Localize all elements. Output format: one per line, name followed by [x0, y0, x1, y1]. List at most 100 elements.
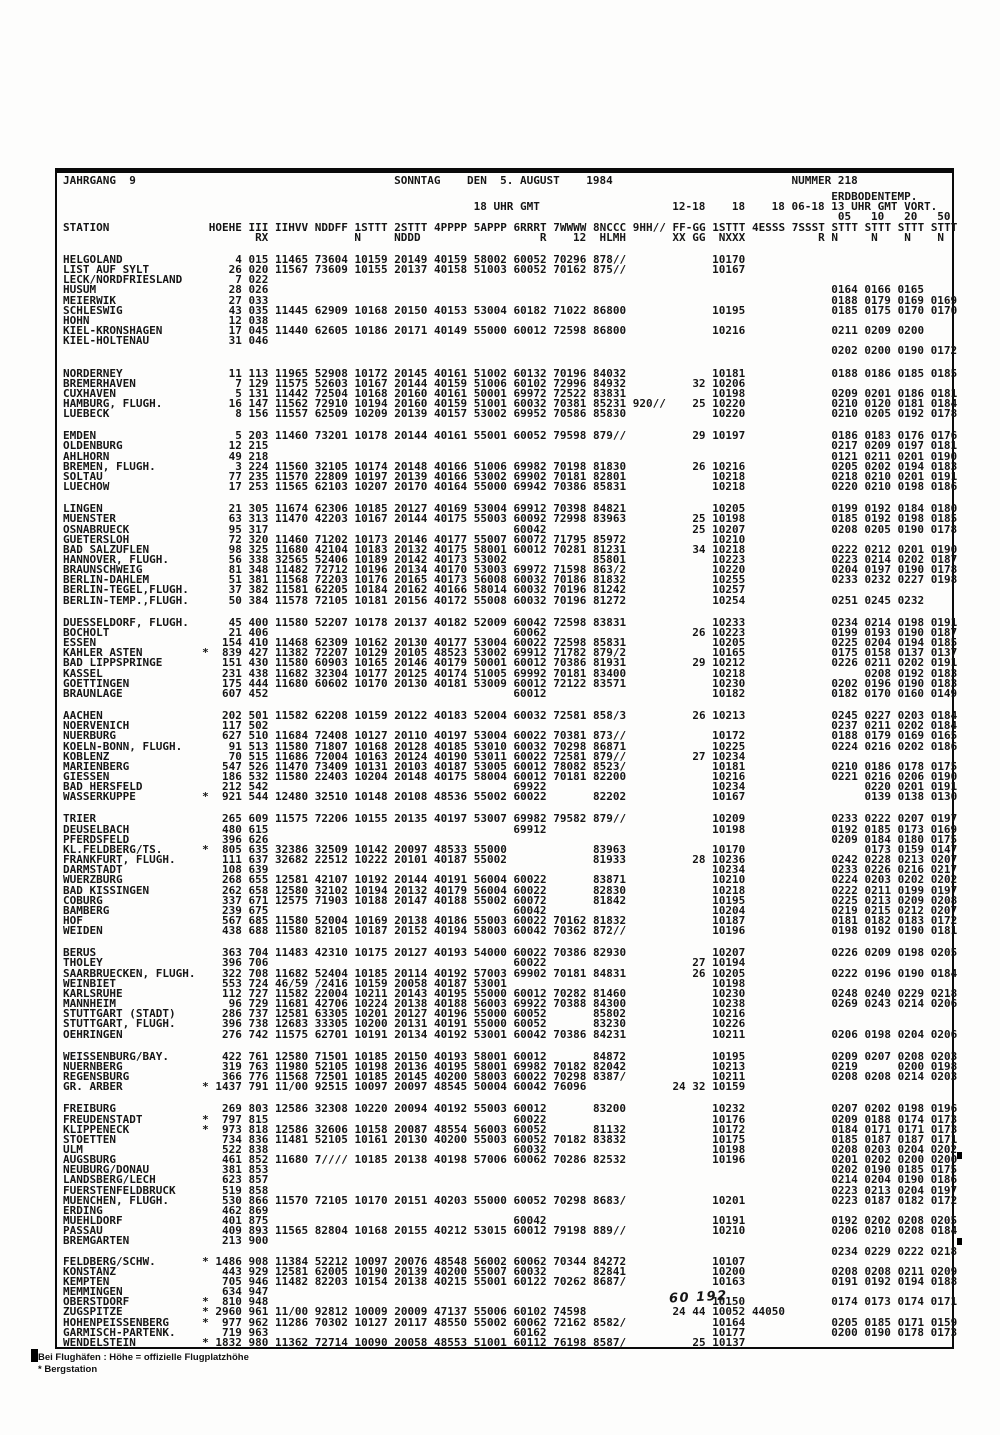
soil-temp-05: 0208 — [831, 1070, 858, 1084]
sttt-nxxx-value: 10176 — [712, 1112, 746, 1126]
group-iihvv: 11565 — [274, 480, 309, 494]
sttt-nxxx-value: 10216 — [712, 459, 746, 473]
group-4pppp: 40153 — [433, 303, 468, 317]
group-4pppp: 47137 — [433, 1305, 468, 1319]
group-6rrrt: 69992 — [513, 666, 547, 680]
group-iihvv: 12580 — [274, 1049, 309, 1063]
sttt-nxxx-value: 10225 — [712, 739, 746, 753]
soil-temp-20: 0187 — [897, 1132, 925, 1146]
group-5appp: 58001 — [473, 1049, 507, 1063]
group-nddff: 82203 — [314, 1275, 348, 1288]
soil-temp-10: 0211 — [864, 719, 891, 733]
soil-temp-10: 0158 — [864, 646, 892, 660]
group-nddff: 73409 — [314, 759, 348, 773]
group-8nccc: 82200 — [592, 769, 627, 783]
station-name: WEINBIET — [63, 976, 116, 990]
station-row: MEIERWIK 27 033 0188 0179 0169 0169 — [63, 295, 957, 306]
group-5appp: 55000 — [473, 1017, 507, 1031]
group-2sttt: 20148 — [394, 459, 428, 473]
station-row: AACHEN 202 501 11582 62208 10159 20122 4… — [63, 709, 957, 723]
station-name: NUERNBERG — [63, 1059, 123, 1073]
soil-temp-50: 0178 — [930, 522, 958, 536]
station-name: KL.FELDBERG/TS. — [63, 842, 163, 856]
sttt-nxxx-value: 10172 — [712, 729, 746, 743]
group-6rrrt: 60062 — [513, 1315, 547, 1329]
group-7wwww: 70296 — [553, 252, 587, 266]
group-7wwww: 70398 — [553, 502, 587, 516]
soil-temp-20: 0192 — [897, 407, 925, 421]
soil-temp-50: 0191 — [930, 780, 958, 794]
group-6rrrt: 60012 — [513, 1102, 547, 1116]
group-4pppp: 40175 — [433, 769, 468, 783]
group-2sttt: 20105 — [394, 646, 428, 660]
group-1sttt: 10192 — [354, 873, 388, 887]
station-row: GARMISCH-PARTENK. 719 963 60162 10177 02… — [63, 1327, 957, 1338]
soil-temp-10: 0203 — [864, 873, 892, 887]
group-iihvv: 11681 — [274, 997, 309, 1011]
station-name: BAMBERG — [63, 903, 110, 917]
group-5appp: 53010 — [473, 739, 507, 753]
group-nddff: 72501 — [314, 1070, 348, 1084]
station-number: 542 — [248, 780, 269, 794]
group-iihvv: 11575 — [274, 376, 309, 390]
soil-temp-05: 0185 — [831, 1132, 858, 1146]
soil-temp-10: 0184 — [864, 832, 891, 846]
column-label: 05 — [837, 210, 852, 224]
group-nddff: 52406 — [314, 553, 348, 566]
station-number: 893 — [248, 1224, 269, 1238]
hoehe-value: 547 — [221, 759, 242, 773]
group-nddff: 82105 — [314, 924, 348, 938]
group-6rrrt: 60032 — [513, 1142, 547, 1156]
group-4pppp: 40187 — [433, 759, 468, 773]
bergstation-flag: * — [202, 1080, 209, 1094]
station-row: OEHRINGEN 276 742 11575 62701 10191 2013… — [63, 1029, 957, 1040]
hoehe-value: 977 — [221, 1315, 242, 1329]
group-6rrrt: 60112 — [513, 1335, 547, 1349]
hoehe-value: 186 — [221, 769, 242, 783]
group-nddff: 42310 — [314, 946, 348, 960]
hoehe-value: 45 — [228, 615, 242, 629]
hoehe-value: 11 — [228, 366, 242, 380]
group-7wwww: 72122 — [553, 676, 587, 690]
group-iihvv: 12575 — [274, 893, 309, 907]
group-1sttt: 10148 — [354, 790, 388, 804]
group-1sttt: 10200 — [354, 1017, 388, 1031]
soil-temp-10: 0190 — [864, 1163, 891, 1177]
soil-temp-05: 0209 — [831, 1049, 858, 1063]
group-1sttt: 10194 — [354, 396, 388, 410]
hoehe-value: 5 — [235, 429, 242, 443]
soil-temp-10: 0202 — [864, 1214, 891, 1228]
group-6rrrt: 60022 — [513, 873, 547, 887]
hoehe-value: 973 — [221, 1122, 242, 1136]
group-6rrrt: 60022 — [513, 914, 547, 927]
soil-temp-10: 0213 — [864, 1183, 891, 1197]
group-5appp: 56004 — [473, 883, 507, 897]
group-5appp: 51006 — [473, 376, 507, 390]
hoehe-value: 519 — [221, 1183, 242, 1197]
group-5appp: 53003 — [473, 563, 507, 577]
group-nddff: 32606 — [314, 1122, 348, 1136]
group-8nccc: 81933 — [592, 853, 627, 867]
station-name: MUEHLDORF — [63, 1214, 123, 1228]
ff-gg-value: 26 — [692, 709, 706, 723]
soil-temp-10: 0208 — [864, 1070, 892, 1084]
hoehe-value: 1832 — [215, 1335, 242, 1349]
group-7wwww: 70162 — [553, 263, 587, 277]
group-5appp: 51003 — [473, 263, 507, 277]
group-4pppp: 40200 — [433, 1070, 468, 1084]
group-8nccc: 86871 — [592, 739, 627, 753]
station-row: WEISSENBURG/BAY. 422 761 12580 71501 101… — [63, 1049, 957, 1063]
group-5appp: 55008 — [473, 593, 507, 607]
group-5appp: 56004 — [473, 873, 507, 887]
group-7wwww: 70286 — [553, 1153, 587, 1167]
soil-temp-20: 0186 — [897, 386, 925, 400]
group-1sttt: 10187 — [354, 924, 388, 938]
group-7wwww: 70186 — [553, 573, 587, 587]
soil-temp-10: 0185 — [864, 1315, 892, 1329]
soil-temp-10: 0170 — [864, 686, 891, 700]
group-8nccc: 83832 — [592, 1132, 627, 1146]
station-number: 738 — [248, 1017, 269, 1031]
soil-temp-50: 0165 — [930, 729, 958, 743]
masthead-text: NUMMER 218 — [791, 174, 858, 187]
group-5appp: 55003 — [473, 914, 507, 927]
